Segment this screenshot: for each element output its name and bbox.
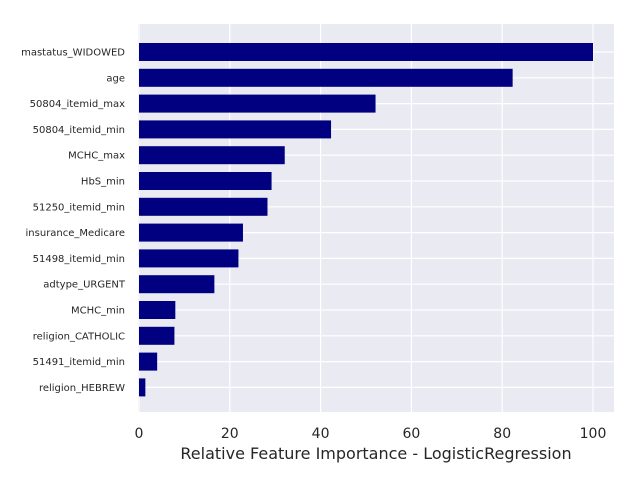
y-tick-label: 50804_itemid_max — [30, 99, 125, 110]
bar — [139, 120, 332, 139]
bar — [139, 326, 175, 345]
y-tick-label: mastatus_WIDOWED — [21, 48, 125, 59]
bar — [139, 249, 239, 268]
bar — [139, 352, 158, 371]
plot-background — [138, 24, 614, 412]
y-tick-label: 51250_itemid_min — [33, 202, 125, 213]
y-tick-label: MCHC_max — [68, 151, 125, 162]
bar — [139, 43, 593, 61]
bar — [139, 94, 376, 113]
y-tick-label: adtype_URGENT — [43, 280, 126, 291]
x-tick-label: 20 — [221, 426, 239, 442]
bar — [139, 378, 146, 397]
bar — [139, 68, 513, 87]
y-tick-label: religion_HEBREW — [39, 383, 125, 394]
bar — [139, 146, 285, 165]
y-tick-label: HbS_min — [81, 177, 125, 188]
y-tick-label: age — [106, 73, 125, 84]
bar — [139, 275, 215, 294]
y-tick-label: 51498_itemid_min — [33, 254, 125, 265]
bar — [139, 223, 243, 242]
y-tick-label: religion_CATHOLIC — [33, 331, 125, 342]
x-tick-label: 0 — [135, 426, 144, 442]
x-tick-labels: 0 20 40 60 80 100 — [135, 426, 607, 442]
y-tick-label: MCHC_min — [71, 306, 125, 317]
x-tick-label: 60 — [402, 426, 420, 442]
x-tick-label: 80 — [493, 426, 511, 442]
bar — [139, 301, 176, 319]
bar — [139, 197, 268, 216]
y-tick-label: 50804_itemid_min — [33, 125, 125, 136]
x-tick-label: 40 — [312, 426, 330, 442]
bars — [139, 43, 593, 397]
bar — [139, 172, 272, 190]
x-gridlines — [138, 24, 594, 412]
x-axis-title: Relative Feature Importance - LogisticRe… — [180, 444, 571, 463]
y-tick-label: insurance_Medicare — [26, 228, 125, 239]
x-tick-label: 100 — [580, 426, 607, 442]
y-tick-label: 51491_itemid_min — [33, 357, 125, 368]
